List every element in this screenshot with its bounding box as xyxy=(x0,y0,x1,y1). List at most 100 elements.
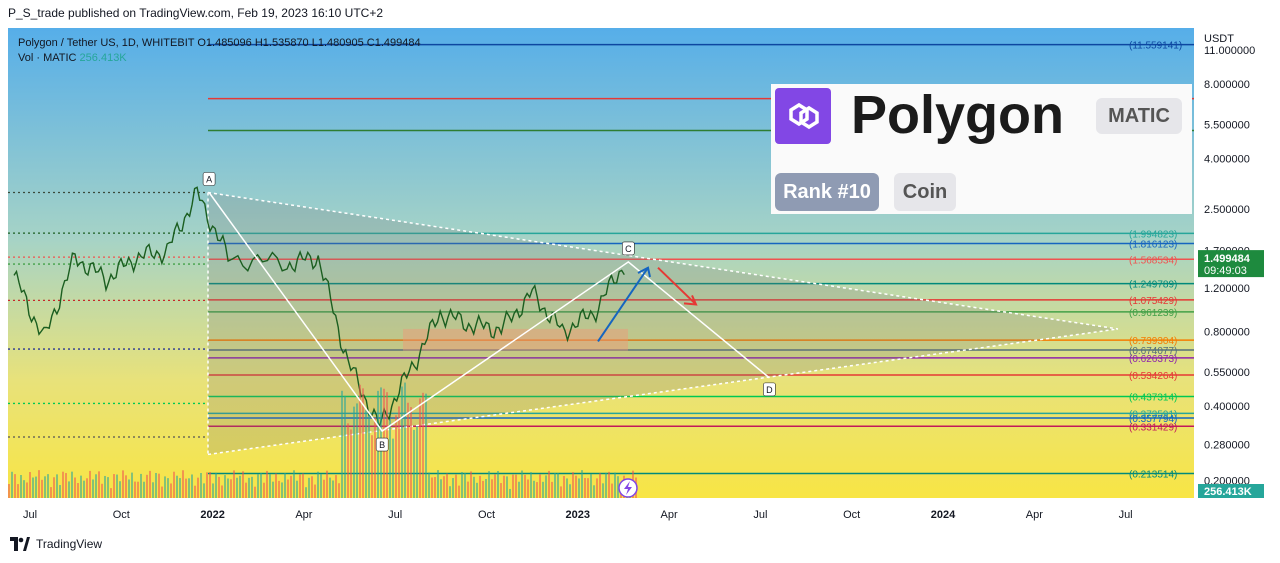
volume-bar xyxy=(302,473,304,498)
volume-bar xyxy=(227,478,229,498)
volume-bar xyxy=(203,483,205,498)
x-axis-tick-label: Jul xyxy=(23,509,37,521)
volume-bar xyxy=(542,481,544,498)
volume-bar xyxy=(110,488,112,498)
volume-bar xyxy=(521,470,523,498)
volume-bar xyxy=(311,476,313,498)
legend-volume-value: 256.413K xyxy=(79,52,127,64)
volume-bar xyxy=(404,382,406,498)
volume-bar xyxy=(242,471,244,498)
volume-bar xyxy=(443,476,445,498)
y-axis-tick-label: 5.500000 xyxy=(1204,119,1250,131)
volume-bar xyxy=(152,482,154,498)
volume-bar xyxy=(281,482,283,498)
volume-bar xyxy=(500,483,502,498)
volume-bar xyxy=(524,474,526,498)
volume-bar xyxy=(239,475,241,498)
volume-bar xyxy=(371,435,373,498)
volume-bar xyxy=(92,479,94,498)
volume-bar xyxy=(215,472,217,498)
legend-low: L1.480905 xyxy=(311,37,364,49)
fib-level-label: (0.357794) xyxy=(1129,414,1177,425)
volume-bar xyxy=(566,478,568,498)
volume-bar xyxy=(137,481,139,498)
volume-bar xyxy=(596,478,598,498)
volume-bar xyxy=(602,483,604,498)
pattern-point-marker xyxy=(375,437,389,452)
volume-bar xyxy=(35,476,37,498)
volume-bar xyxy=(77,483,79,498)
volume-bar xyxy=(167,478,169,498)
volume-bar xyxy=(599,473,601,498)
volume-bar xyxy=(140,473,142,498)
volume-bar xyxy=(104,475,106,498)
volume-bar xyxy=(617,476,619,498)
triangle-pattern-fill xyxy=(208,192,1118,455)
fib-level-label: (0.674077) xyxy=(1129,346,1177,357)
volume-bar xyxy=(305,487,307,498)
volume-bar xyxy=(251,476,253,498)
chart-legend: Polygon / Tether US, 1D, WHITEBIT O1.485… xyxy=(18,36,421,66)
volume-bar xyxy=(212,483,214,498)
volume-bar xyxy=(209,472,211,498)
volume-bar xyxy=(218,476,220,498)
volume-bar xyxy=(116,474,118,498)
volume-bar xyxy=(98,471,100,498)
volume-bar xyxy=(14,474,16,498)
x-axis-tick-label: Apr xyxy=(1026,509,1043,521)
volume-bar xyxy=(122,470,124,498)
y-axis-tick-label: 0.400000 xyxy=(1204,401,1250,413)
volume-bar xyxy=(287,479,289,498)
fib-level-label: (0.373591) xyxy=(1129,409,1177,420)
volume-bar xyxy=(266,470,268,498)
volume-bar xyxy=(74,477,76,498)
volume-bar xyxy=(332,480,334,498)
volume-bar xyxy=(365,410,367,498)
legend-volume-label: Vol · MATIC xyxy=(18,52,77,64)
x-axis-tick-label: Apr xyxy=(295,509,312,521)
volume-bar xyxy=(44,476,46,498)
red-down-arrow-head xyxy=(683,295,698,306)
volume-bar xyxy=(551,481,553,498)
volume-bar xyxy=(605,472,607,498)
volume-bar xyxy=(326,470,328,498)
volume-bar xyxy=(293,470,295,498)
fib-level-label: (0.961239) xyxy=(1129,308,1177,319)
pattern-point-marker xyxy=(202,172,216,186)
x-axis-tick-label: Jul xyxy=(388,509,402,521)
y-axis-tick-label: 0.800000 xyxy=(1204,327,1250,339)
volume-bar xyxy=(206,472,208,498)
x-axis-panel xyxy=(8,498,1273,533)
volume-bar xyxy=(431,477,433,498)
volume-bar xyxy=(512,474,514,498)
volume-bar xyxy=(125,475,127,498)
volume-bar xyxy=(506,476,508,498)
legend-close: C1.499484 xyxy=(366,37,421,49)
volume-bar xyxy=(17,484,19,498)
volume-bar xyxy=(392,438,394,498)
volume-bar xyxy=(257,474,259,498)
volume-bar xyxy=(584,478,586,498)
volume-bar xyxy=(344,395,346,498)
legend-symbol: Polygon / Tether US, 1D, WHITEBIT xyxy=(18,37,195,49)
volume-bar xyxy=(359,384,361,498)
fib-level-label: (1.994823) xyxy=(1129,229,1177,240)
volume-bar xyxy=(554,472,556,498)
x-axis-tick-label: 2024 xyxy=(931,509,956,521)
volume-bar xyxy=(608,471,610,498)
volume-tag xyxy=(1198,484,1264,498)
pattern-point-label: D xyxy=(766,385,773,395)
fib-level-label: (0.213514) xyxy=(1129,470,1177,481)
volume-bar xyxy=(86,478,88,498)
volume-bar xyxy=(401,386,403,498)
red-down-arrow xyxy=(657,266,697,306)
blue-up-arrow xyxy=(597,267,649,342)
volume-bar xyxy=(437,470,439,498)
footer-brand[interactable]: TradingView xyxy=(10,537,102,551)
fib-level-label: (0.331429) xyxy=(1129,422,1177,433)
volume-bar xyxy=(452,478,454,498)
volume-bar xyxy=(26,482,28,498)
last-price-tag xyxy=(1198,250,1264,278)
lightning-icon-glyph xyxy=(624,481,632,495)
volume-bar xyxy=(278,480,280,498)
